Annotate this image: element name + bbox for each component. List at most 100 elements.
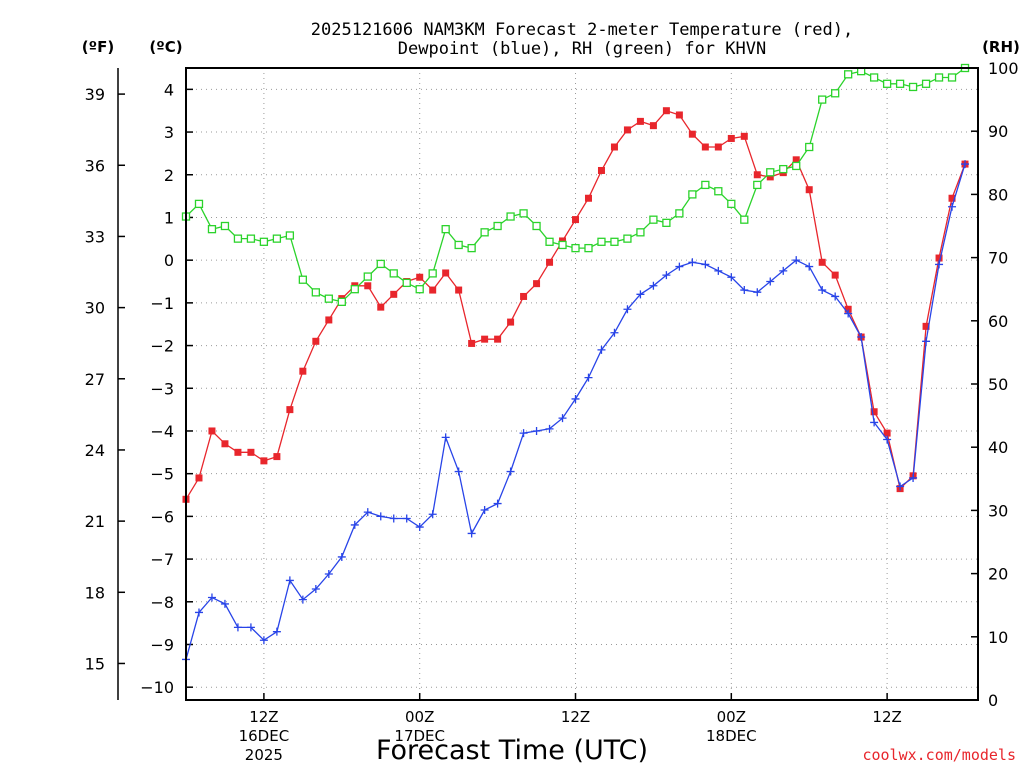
celsius-tick-label: −8: [150, 593, 174, 612]
dewpoint-marker: [753, 288, 762, 297]
temperature-marker: [766, 173, 774, 181]
temperature-marker: [494, 335, 502, 343]
rh-marker: [675, 209, 684, 218]
rh-marker: [246, 234, 256, 243]
dewpoint-marker: [961, 160, 970, 169]
rh-tick-label: 90: [988, 122, 1008, 141]
temperature-marker: [572, 216, 580, 224]
temperature-marker: [935, 254, 943, 262]
rh-tick-label: 80: [988, 185, 1008, 204]
rh-marker: [882, 79, 892, 88]
dewpoint-marker: [740, 286, 749, 295]
plot-frame: [185, 67, 979, 701]
temperature-marker: [805, 186, 813, 194]
temperature-marker: [740, 132, 748, 140]
grid-layer: [186, 68, 978, 700]
temperature-marker: [260, 457, 268, 465]
date-tick-label: 16DEC: [239, 727, 290, 745]
dewpoint-marker: [558, 414, 567, 423]
dewpoint-marker: [467, 529, 476, 538]
temperature-marker: [221, 440, 229, 448]
rh-marker: [402, 278, 411, 288]
dewpoint-marker: [662, 271, 671, 280]
temperature-marker: [870, 408, 878, 416]
rh-marker: [363, 272, 372, 281]
credit-link[interactable]: coolwx.com/models: [862, 746, 1016, 764]
rh-marker: [831, 89, 840, 98]
dewpoint-marker: [714, 266, 723, 275]
dewpoint-marker: [194, 608, 203, 617]
dewpoint-marker: [701, 260, 710, 269]
fahrenheit-tick-label: 39: [85, 85, 105, 104]
dewpoint-marker: [376, 512, 385, 521]
fahrenheit-tick-label: 21: [85, 512, 105, 531]
rh-marker: [454, 240, 463, 250]
temperature-marker: [688, 130, 696, 138]
rh-marker: [818, 95, 827, 104]
dewpoint-marker: [246, 623, 255, 632]
dewpoint-marker: [441, 433, 450, 442]
chart-title-line-2: Dewpoint (blue), RH (green) for KHVN: [398, 39, 766, 59]
celsius-tick-label: 4: [164, 80, 174, 99]
temperature-marker: [507, 318, 515, 326]
dewpoint-marker: [948, 202, 957, 211]
dewpoint-marker: [831, 292, 840, 301]
rh-marker: [844, 70, 853, 79]
temperature-marker: [610, 143, 618, 151]
rh-marker: [207, 225, 217, 234]
temperature-marker: [234, 448, 242, 456]
time-tick-label: 00Z: [717, 708, 746, 726]
dewpoint-marker: [480, 505, 489, 514]
celsius-unit-label: (ºC): [149, 38, 182, 56]
fahrenheit-unit-label: (ºF): [82, 38, 114, 56]
temperature-marker: [429, 286, 437, 294]
dewpoint-marker: [818, 286, 827, 295]
dewpoint-marker: [519, 429, 528, 438]
temperature-marker: [818, 258, 826, 266]
temperature-marker: [390, 290, 398, 298]
rh-marker: [947, 73, 957, 82]
dewpoint-marker: [402, 514, 411, 523]
fahrenheit-tick-label: 33: [85, 227, 105, 246]
dewpoint-marker: [779, 266, 788, 275]
rh-marker: [220, 221, 230, 231]
temperature-marker: [597, 166, 605, 174]
dewpoint-marker: [649, 281, 658, 290]
temperature-marker: [533, 280, 541, 288]
dewpoint-marker: [688, 258, 697, 267]
fahrenheit-tick-label: 15: [85, 654, 105, 673]
dewpoint-marker: [727, 273, 736, 282]
temperature-marker: [662, 107, 670, 115]
year-tick-label: 2025: [245, 746, 283, 764]
rh-tick-label: 30: [988, 501, 1008, 520]
rh-tick-label: 60: [988, 312, 1008, 331]
rh-tick-label: 10: [988, 628, 1008, 647]
temperature-marker: [442, 269, 450, 277]
rh-unit-label: (RH): [982, 38, 1020, 56]
dewpoint-marker: [675, 262, 684, 271]
rh-marker: [895, 79, 905, 88]
temperature-marker: [247, 448, 255, 456]
rh-marker: [792, 161, 801, 171]
temperature-marker: [792, 156, 800, 164]
dewpoint-marker: [311, 584, 320, 593]
celsius-tick-label: −6: [150, 507, 174, 526]
dewpoint-marker: [298, 595, 307, 604]
rh-tick-label: 40: [988, 438, 1008, 457]
celsius-tick-label: 1: [164, 208, 174, 227]
rh-marker: [519, 209, 528, 218]
time-tick-label: 00Z: [405, 708, 434, 726]
rh-marker: [558, 240, 567, 250]
temperature-marker: [325, 316, 333, 324]
rh-marker: [636, 228, 645, 237]
temperature-marker: [312, 337, 320, 345]
temperature-marker: [273, 453, 281, 461]
dewpoint-marker: [506, 467, 515, 476]
series-layer: [181, 63, 970, 664]
dewpoint-marker: [428, 510, 437, 519]
celsius-tick-label: 0: [164, 251, 174, 270]
dewpoint-marker: [636, 290, 645, 299]
dewpoint-marker: [792, 256, 801, 265]
rh-marker: [571, 243, 580, 253]
dewpoint-marker: [896, 482, 905, 491]
